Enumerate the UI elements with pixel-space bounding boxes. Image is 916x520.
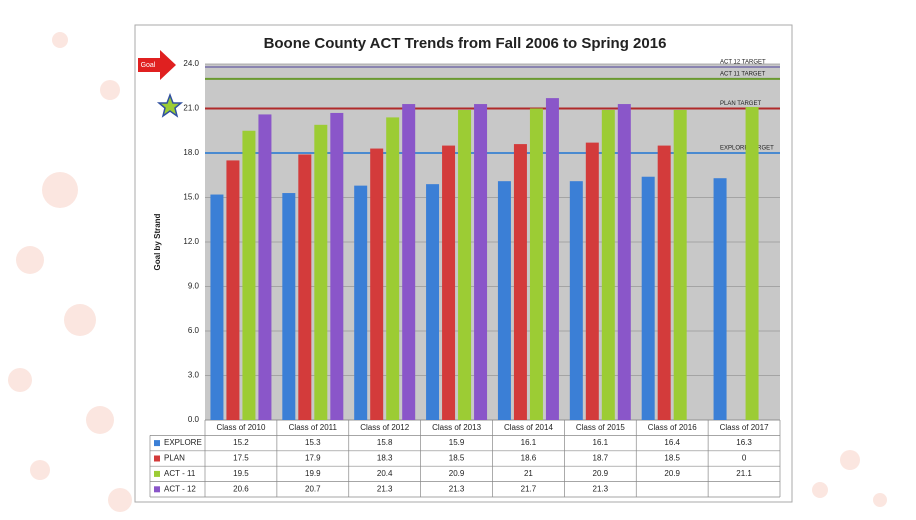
bar <box>713 178 727 420</box>
bar <box>745 107 759 421</box>
target-label: ACT 12 TARGET <box>720 60 766 66</box>
goal-arrow <box>138 50 176 80</box>
bar <box>330 112 344 420</box>
table-cell: 20.6 <box>233 484 249 493</box>
table-cell: 19.9 <box>305 469 321 478</box>
x-tick-label: Class of 2017 <box>720 423 769 432</box>
table-cell: 20.9 <box>593 469 609 478</box>
legend-label: ACT - 11 <box>164 469 196 478</box>
bar <box>601 109 615 420</box>
bar <box>458 109 472 420</box>
bar <box>354 185 368 420</box>
table-cell: 20.9 <box>664 469 680 478</box>
bar <box>258 114 272 420</box>
y-tick-label: 0.0 <box>188 415 200 424</box>
table-cell: 21.1 <box>736 469 752 478</box>
bar <box>569 181 583 420</box>
table-cell: 15.8 <box>377 438 393 447</box>
goal-label: Goal <box>141 62 156 69</box>
table-cell: 21 <box>524 469 533 478</box>
table-cell: 17.9 <box>305 454 321 463</box>
legend-label: ACT - 12 <box>164 484 196 493</box>
legend-label: PLAN <box>164 454 185 463</box>
bar <box>426 184 440 420</box>
table-cell: 21.3 <box>377 484 393 493</box>
table-cell: 16.4 <box>664 438 680 447</box>
table-cell: 18.5 <box>664 454 680 463</box>
bar <box>442 145 456 421</box>
x-tick-label: Class of 2011 <box>289 423 338 432</box>
y-tick-label: 18.0 <box>183 148 199 157</box>
table-cell: 16.1 <box>593 438 609 447</box>
table-cell: 18.7 <box>593 454 609 463</box>
legend-swatch <box>154 440 160 447</box>
x-tick-label: Class of 2010 <box>216 423 265 432</box>
table-cell: 21.3 <box>593 484 609 493</box>
table-cell: 16.1 <box>521 438 537 447</box>
table-cell: 21.3 <box>449 484 465 493</box>
bar <box>657 145 671 421</box>
table-cell: 18.5 <box>449 454 465 463</box>
bar <box>242 130 256 420</box>
bar <box>529 108 543 420</box>
legend-swatch <box>154 455 160 462</box>
y-tick-label: 15.0 <box>183 193 199 202</box>
x-tick-label: Class of 2014 <box>504 423 553 432</box>
table-cell: 17.5 <box>233 454 249 463</box>
bar <box>370 148 384 421</box>
bar <box>474 104 488 421</box>
table-cell: 15.3 <box>305 438 321 447</box>
table-cell: 0 <box>742 454 747 463</box>
table-cell: 21.7 <box>521 484 537 493</box>
y-axis-label: Goal by Strand <box>153 213 162 270</box>
x-tick-label: Class of 2016 <box>648 423 697 432</box>
bar <box>402 104 416 421</box>
table-cell: 20.7 <box>305 484 321 493</box>
table-cell: 16.3 <box>736 438 752 447</box>
y-tick-label: 6.0 <box>188 326 200 335</box>
legend-label: EXPLORE <box>164 438 202 447</box>
x-tick-label: Class of 2015 <box>576 423 625 432</box>
bar <box>513 144 527 420</box>
bar <box>314 124 328 421</box>
table-cell: 15.9 <box>449 438 465 447</box>
background-dots <box>8 32 887 512</box>
bar <box>497 181 511 420</box>
y-tick-label: 3.0 <box>188 371 200 380</box>
bar <box>282 193 296 420</box>
table-cell: 20.9 <box>449 469 465 478</box>
legend-swatch <box>154 486 160 493</box>
bar <box>545 98 559 420</box>
bar <box>617 104 631 421</box>
x-tick-label: Class of 2012 <box>360 423 409 432</box>
bar <box>585 142 599 420</box>
star-icon <box>156 92 184 118</box>
legend-swatch <box>154 470 160 477</box>
table-cell: 20.4 <box>377 469 393 478</box>
bar <box>386 117 400 421</box>
bar <box>641 176 655 420</box>
target-label: ACT 11 TARGET <box>720 71 766 77</box>
y-tick-label: 9.0 <box>188 282 200 291</box>
bar <box>673 109 687 420</box>
y-tick-label: 12.0 <box>183 237 199 246</box>
table-cell: 19.5 <box>233 469 249 478</box>
bar <box>210 194 224 420</box>
table-cell: 15.2 <box>233 438 249 447</box>
table-cell: 18.3 <box>377 454 393 463</box>
target-label: PLAN TARGET <box>720 101 761 107</box>
table-cell: 18.6 <box>521 454 537 463</box>
x-tick-label: Class of 2013 <box>432 423 481 432</box>
y-tick-label: 21.0 <box>183 104 199 113</box>
bar <box>298 154 312 420</box>
bar <box>226 160 240 420</box>
chart-title: Boone County ACT Trends from Fall 2006 t… <box>264 35 667 52</box>
y-tick-label: 24.0 <box>183 59 199 68</box>
